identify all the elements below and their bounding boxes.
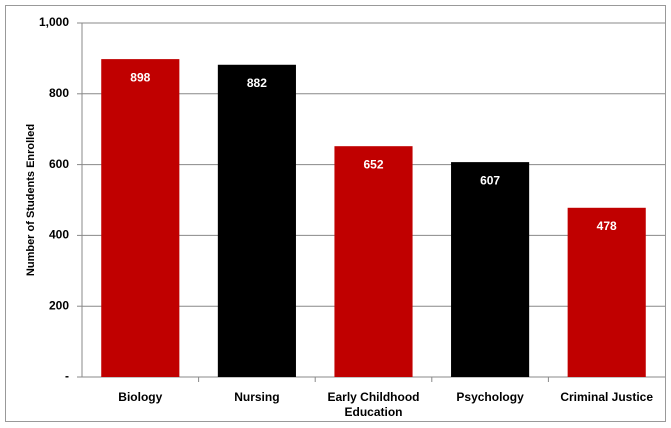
data-label: 607 — [480, 173, 500, 187]
y-tick-label: 400 — [49, 228, 69, 242]
y-tick-label: 600 — [49, 157, 69, 171]
x-tick-label: Nursing — [234, 390, 280, 404]
y-tick-label: - — [65, 369, 69, 383]
y-tick-label: 1,000 — [39, 15, 69, 29]
y-tick-label: 200 — [49, 298, 69, 312]
data-label: 898 — [130, 70, 150, 84]
y-axis-title: Number of Students Enrolled — [25, 124, 37, 276]
y-tick-label: 800 — [49, 86, 69, 100]
bar — [334, 146, 413, 377]
data-label: 882 — [247, 76, 267, 90]
bar — [217, 64, 296, 377]
x-tick-label: Criminal Justice — [560, 390, 654, 404]
data-label: 478 — [597, 219, 617, 233]
x-tick-label: Psychology — [456, 390, 524, 404]
bar — [101, 59, 180, 377]
bar — [451, 162, 530, 377]
data-label: 652 — [363, 157, 383, 171]
x-tick-label: Early Childhood Education — [327, 390, 420, 419]
bar — [567, 207, 646, 377]
x-tick-label: Biology — [118, 390, 163, 404]
